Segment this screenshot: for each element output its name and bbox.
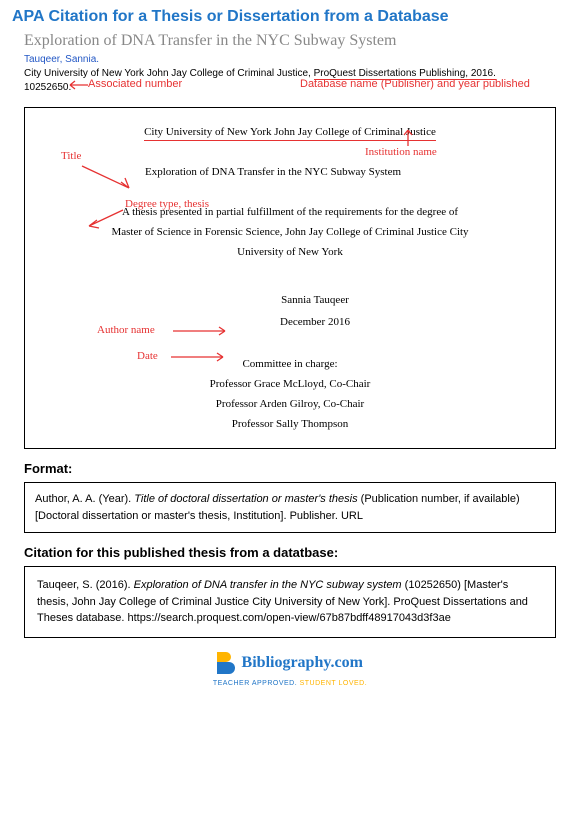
thesis-author: Sannia Tauqeer [45, 294, 535, 306]
logo-text: Bibliography.com [242, 654, 363, 672]
committee-head: Committee in charge: [45, 358, 535, 370]
annot-date: Date [137, 350, 158, 362]
annot-inst: Institution name [365, 146, 437, 158]
thesis-line3: University of New York [45, 246, 535, 258]
committee-2: Professor Arden Gilroy, Co-Chair [45, 398, 535, 410]
format-heading: Format: [0, 457, 580, 480]
annot-assoc-num: Associated number [88, 78, 182, 90]
thesis-page-box: City University of New York John Jay Col… [24, 107, 556, 449]
annot-author: Author name [97, 324, 155, 336]
annot-title: Title [61, 150, 81, 162]
author-link[interactable]: Tauqeer, Sannia. [0, 52, 580, 67]
citation-box: Tauqeer, S. (2016). Exploration of DNA t… [24, 566, 556, 638]
thesis-subtitle: Exploration of DNA Transfer in the NYC S… [0, 30, 580, 52]
committee-3: Professor Sally Thompson [45, 418, 535, 430]
citation-heading: Citation for this published thesis from … [0, 541, 580, 564]
format-box: Author, A. A. (Year). Title of doctoral … [24, 482, 556, 533]
thesis-line2: Master of Science in Forensic Science, J… [45, 226, 535, 238]
thesis-title: Exploration of DNA Transfer in the NYC S… [45, 166, 535, 178]
page-heading: APA Citation for a Thesis or Dissertatio… [0, 0, 580, 30]
logo-b-icon [217, 652, 235, 674]
thesis-line1: A thesis presented in partial fulfillmen… [45, 206, 535, 218]
annot-db-year: Database name (Publisher) and year publi… [300, 78, 530, 90]
annot-degree: Degree type, thesis [125, 198, 209, 210]
logo-row: Bibliography.com [0, 646, 580, 680]
tagline: TEACHER APPROVED. STUDENT LOVED. [0, 680, 580, 687]
thesis-institution: City University of New York John Jay Col… [45, 126, 535, 138]
committee-1: Professor Grace McLloyd, Co-Chair [45, 378, 535, 390]
